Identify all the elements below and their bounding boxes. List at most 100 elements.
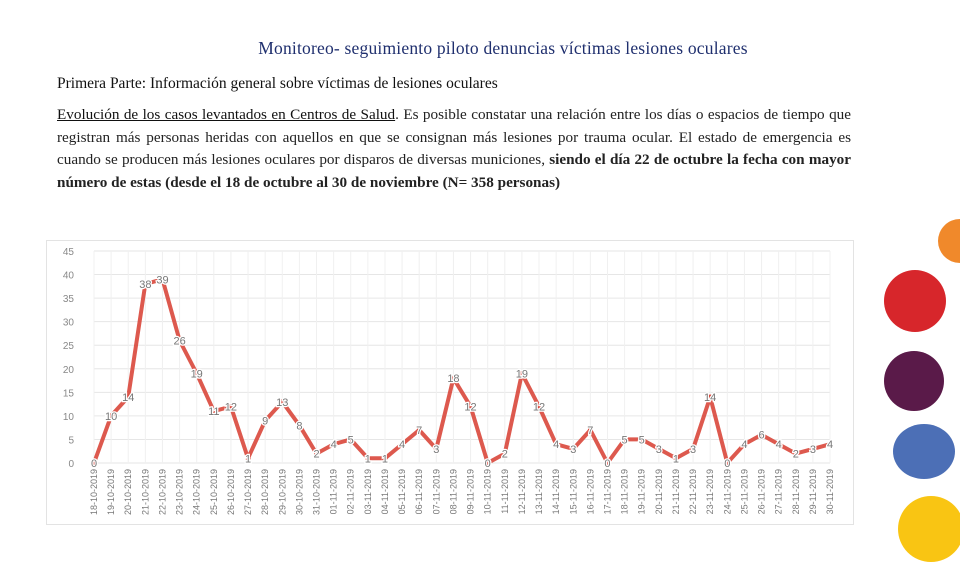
y-tick-label: 10	[63, 412, 75, 423]
data-point	[587, 427, 593, 433]
data-label: 4	[399, 439, 405, 451]
x-tick-label: 10-11-2019	[483, 469, 493, 514]
description-paragraph: Evolución de los casos levantados en Cen…	[57, 104, 851, 194]
data-label: 5	[639, 434, 645, 446]
data-label: 4	[553, 439, 559, 451]
data-label: 12	[533, 401, 545, 413]
data-point	[142, 281, 148, 287]
x-tick-label: 24-10-2019	[192, 469, 202, 515]
section-title: Primera Parte: Información general sobre…	[57, 75, 498, 92]
x-tick-label: 11-11-2019	[500, 469, 510, 514]
x-tick-label: 26-10-2019	[226, 469, 236, 515]
data-point	[296, 422, 302, 428]
data-point	[690, 446, 696, 452]
data-label: 12	[464, 401, 476, 413]
x-tick-label: 04-11-2019	[380, 469, 390, 514]
data-label: 0	[91, 458, 97, 470]
x-tick-label: 06-11-2019	[414, 469, 424, 514]
x-tick-label: 30-10-2019	[294, 469, 304, 515]
data-label: 19	[516, 368, 528, 380]
data-label: 2	[793, 449, 799, 461]
data-point	[468, 403, 474, 409]
y-tick-label: 15	[63, 388, 75, 399]
blue-circle-icon	[893, 424, 955, 479]
y-tick-label: 20	[63, 365, 75, 376]
data-label: 1	[673, 453, 679, 465]
paragraph-heading: Evolución de los casos levantados en Cen…	[57, 106, 396, 123]
x-tick-label: 18-11-2019	[620, 469, 630, 514]
data-label: 39	[156, 274, 168, 286]
paragraph-body: . Es posible constatar una relación entr…	[57, 106, 851, 169]
x-tick-label: 01-11-2019	[329, 469, 339, 514]
data-label: 10	[105, 411, 117, 423]
data-point	[450, 375, 456, 381]
data-label: 3	[656, 444, 662, 456]
x-tick-label: 19-10-2019	[106, 469, 116, 515]
data-label: 3	[810, 444, 816, 456]
purple-circle-icon	[884, 351, 944, 411]
data-label: 14	[122, 392, 134, 404]
data-point	[759, 432, 765, 438]
data-label: 0	[604, 458, 610, 470]
x-tick-label: 21-11-2019	[671, 469, 681, 514]
x-tick-label: 30-11-2019	[825, 469, 835, 514]
x-tick-label: 13-11-2019	[534, 469, 544, 514]
data-point	[776, 441, 782, 447]
yellow-circle-icon	[898, 496, 960, 562]
x-tick-label: 07-11-2019	[431, 469, 441, 514]
data-label: 26	[173, 336, 185, 348]
data-point	[262, 418, 268, 424]
data-point	[656, 446, 662, 452]
data-label: 12	[225, 401, 237, 413]
x-tick-label: 26-11-2019	[757, 469, 767, 514]
data-label: 11	[208, 406, 219, 418]
data-point	[416, 427, 422, 433]
orange-circle-icon	[938, 219, 960, 263]
x-tick-label: 20-10-2019	[123, 469, 133, 515]
data-point	[177, 338, 183, 344]
paragraph-highlight: siendo el día 22 de octubre la fecha con…	[57, 151, 851, 191]
data-label: 7	[587, 425, 593, 437]
data-label: 0	[485, 458, 491, 470]
data-point	[211, 408, 217, 414]
data-point	[348, 436, 354, 442]
data-label: 2	[502, 449, 508, 461]
x-tick-label: 29-11-2019	[808, 469, 818, 514]
data-label: 1	[365, 453, 371, 465]
data-point	[108, 413, 114, 419]
red-circle-icon	[884, 270, 946, 332]
data-point	[707, 394, 713, 400]
data-point	[245, 455, 251, 461]
data-label: 6	[758, 430, 764, 442]
x-tick-label: 09-11-2019	[466, 469, 476, 514]
y-tick-label: 30	[63, 318, 75, 329]
data-point	[331, 441, 337, 447]
x-tick-label: 27-10-2019	[243, 469, 253, 515]
x-tick-label: 24-11-2019	[722, 469, 732, 514]
page-title: Monitoreo- seguimiento piloto denuncias …	[258, 38, 748, 58]
data-label: 4	[776, 439, 782, 451]
x-tick-label: 22-10-2019	[157, 469, 167, 515]
data-label: 4	[741, 439, 747, 451]
x-tick-label: 20-11-2019	[654, 469, 664, 514]
data-point	[399, 441, 405, 447]
data-label: 4	[331, 439, 337, 451]
data-label: 3	[433, 444, 439, 456]
data-label: 38	[139, 279, 151, 291]
data-label: 1	[382, 453, 388, 465]
data-point	[125, 394, 131, 400]
data-label: 18	[447, 373, 459, 385]
data-point	[314, 451, 320, 457]
x-tick-label: 31-10-2019	[312, 469, 322, 515]
data-point	[793, 451, 799, 457]
x-tick-label: 22-11-2019	[688, 469, 698, 514]
data-label: 1	[245, 453, 251, 465]
data-point	[570, 446, 576, 452]
x-tick-label: 16-11-2019	[585, 469, 595, 514]
data-label: 13	[276, 397, 288, 409]
x-tick-label: 28-10-2019	[260, 469, 270, 515]
y-tick-label: 5	[68, 435, 74, 446]
x-tick-label: 28-11-2019	[791, 469, 801, 514]
data-label: 5	[622, 434, 628, 446]
x-tick-label: 08-11-2019	[448, 469, 458, 514]
